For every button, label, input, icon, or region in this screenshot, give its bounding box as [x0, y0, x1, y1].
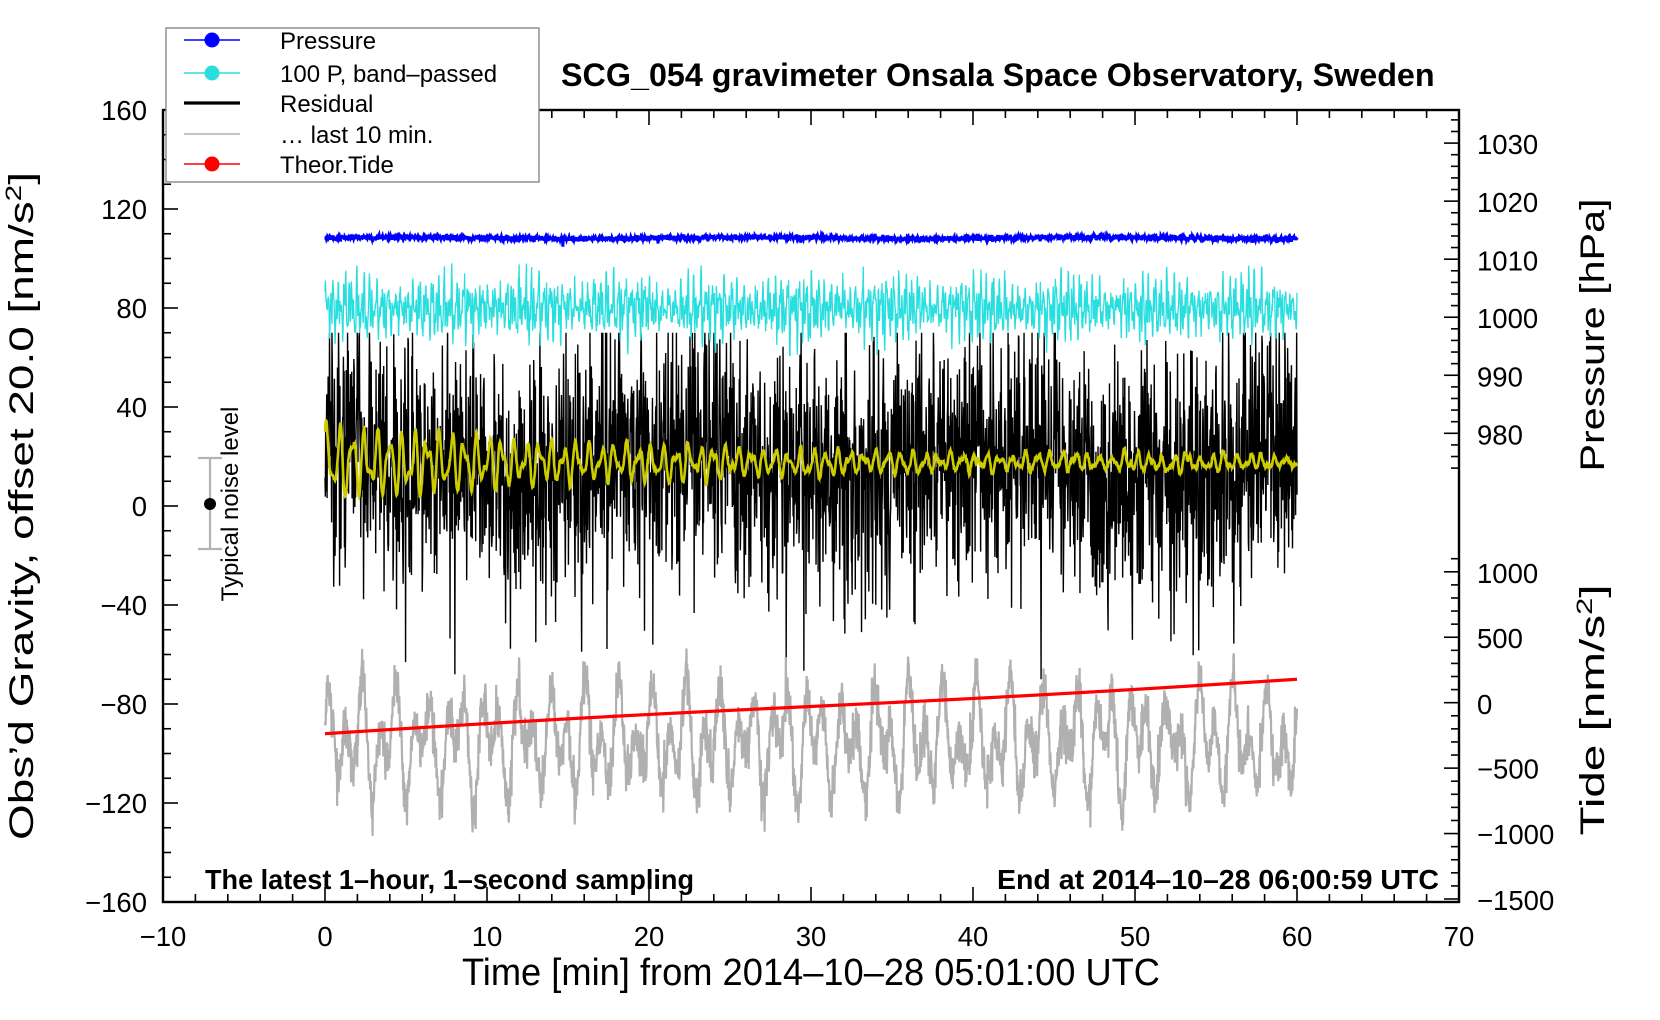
svg-text:120: 120 [101, 194, 147, 225]
svg-text:−160: −160 [85, 887, 147, 918]
svg-text:Tide [nm/s2]: Tide [nm/s2] [1572, 585, 1613, 836]
svg-text:0: 0 [1477, 689, 1492, 720]
svg-text:160: 160 [101, 95, 147, 126]
svg-text:40: 40 [116, 392, 147, 423]
svg-text:1030: 1030 [1477, 129, 1538, 160]
svg-text:−10: −10 [140, 921, 187, 952]
svg-text:−1500: −1500 [1477, 885, 1554, 916]
svg-text:SCG_054 gravimeter Onsala Spac: SCG_054 gravimeter Onsala Space Observat… [561, 57, 1435, 93]
svg-text:−120: −120 [85, 788, 147, 819]
svg-text:50: 50 [1120, 921, 1151, 952]
svg-text:−500: −500 [1477, 754, 1539, 785]
svg-text:1010: 1010 [1477, 245, 1538, 276]
svg-text:1000: 1000 [1477, 303, 1538, 334]
svg-text:20: 20 [634, 921, 665, 952]
svg-text:980: 980 [1477, 419, 1523, 450]
svg-text:40: 40 [958, 921, 989, 952]
svg-text:0: 0 [317, 921, 332, 952]
svg-text:500: 500 [1477, 623, 1523, 654]
svg-text:Typical noise level: Typical noise level [217, 407, 244, 602]
svg-text:Pressure: Pressure [280, 28, 376, 55]
svg-text:Obs’d Gravity, offset 20.0 [nm: Obs’d Gravity, offset 20.0 [nm/s2] [1, 172, 42, 840]
svg-text:80: 80 [116, 293, 147, 324]
svg-text:Residual: Residual [280, 91, 373, 118]
svg-text:End at 2014–10–28 06:00:59 UTC: End at 2014–10–28 06:00:59 UTC [997, 864, 1439, 895]
svg-text:100 P, band–passed: 100 P, band–passed [280, 61, 497, 88]
svg-text:Theor.Tide: Theor.Tide [280, 152, 394, 179]
svg-text:Pressure [hPa]: Pressure [hPa] [1574, 199, 1612, 472]
svg-text:30: 30 [796, 921, 827, 952]
svg-text:1000: 1000 [1477, 558, 1538, 589]
svg-text:The latest 1–hour, 1–second sa: The latest 1–hour, 1–second sampling [205, 864, 694, 895]
svg-text:−80: −80 [100, 689, 147, 720]
svg-text:60: 60 [1282, 921, 1313, 952]
svg-text:Time [min] from 2014–10–28 05:: Time [min] from 2014–10–28 05:01:00 UTC [462, 952, 1160, 994]
svg-text:10: 10 [472, 921, 503, 952]
svg-text:−1000: −1000 [1477, 819, 1554, 850]
svg-text:990: 990 [1477, 362, 1523, 393]
svg-text:1020: 1020 [1477, 187, 1538, 218]
svg-text:… last 10 min.: … last 10 min. [280, 122, 433, 149]
svg-text:0: 0 [132, 491, 147, 522]
svg-text:70: 70 [1444, 921, 1475, 952]
svg-text:−40: −40 [100, 590, 147, 621]
